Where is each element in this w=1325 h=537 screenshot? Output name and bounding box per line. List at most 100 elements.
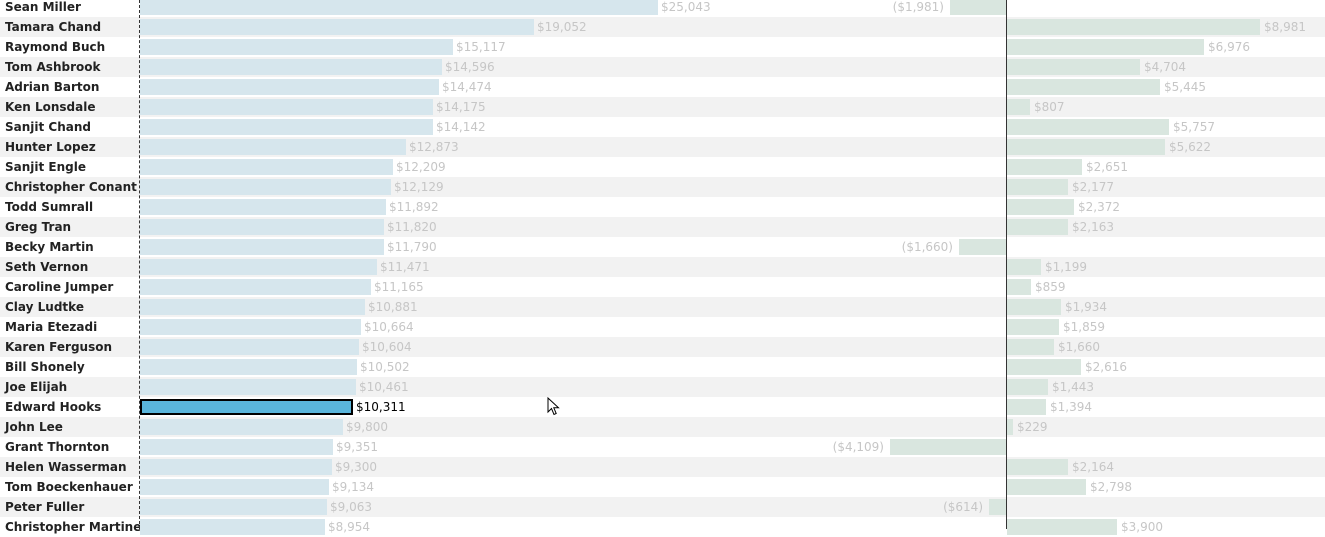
profit-bar[interactable] xyxy=(1007,339,1054,355)
profit-bar[interactable] xyxy=(1007,59,1140,75)
table-row[interactable]: Seth Vernon $11,471 $1,199 xyxy=(0,257,1325,277)
profit-value-label: ($4,109) xyxy=(832,440,884,454)
sales-bar[interactable] xyxy=(140,99,433,115)
table-row[interactable]: Clay Ludtke $10,881 $1,934 xyxy=(0,297,1325,317)
table-row[interactable]: Sean Miller $25,043 ($1,981) xyxy=(0,0,1325,17)
table-row[interactable]: Grant Thornton $9,351 ($4,109) xyxy=(0,437,1325,457)
sales-bar[interactable] xyxy=(140,139,406,155)
sales-bar[interactable] xyxy=(140,19,534,35)
table-row[interactable]: Helen Wasserman $9,300 $2,164 xyxy=(0,457,1325,477)
table-row[interactable]: Sanjit Engle $12,209 $2,651 xyxy=(0,157,1325,177)
sales-value-label: $9,300 xyxy=(335,460,377,474)
table-row[interactable]: Tamara Chand $19,052 $8,981 xyxy=(0,17,1325,37)
table-row[interactable]: Becky Martin $11,790 ($1,660) xyxy=(0,237,1325,257)
profit-bar[interactable] xyxy=(1007,319,1059,335)
profit-bar[interactable] xyxy=(1007,459,1068,475)
profit-bar[interactable] xyxy=(959,239,1006,255)
sales-zero-axis xyxy=(139,0,140,529)
customer-name-label: Helen Wasserman xyxy=(5,460,127,474)
sales-bar[interactable] xyxy=(140,219,384,235)
table-row[interactable]: Raymond Buch $15,117 $6,976 xyxy=(0,37,1325,57)
customer-name-label: Bill Shonely xyxy=(5,360,85,374)
customer-name-label: Joe Elijah xyxy=(5,380,68,394)
sales-bar[interactable] xyxy=(140,359,357,375)
profit-bar[interactable] xyxy=(1007,419,1013,435)
sales-bar[interactable] xyxy=(140,519,325,535)
profit-bar[interactable] xyxy=(1007,279,1031,295)
customer-name-label: Clay Ludtke xyxy=(5,300,84,314)
profit-bar[interactable] xyxy=(1007,399,1046,415)
profit-value-label: $2,177 xyxy=(1072,180,1114,194)
customer-name-label: Greg Tran xyxy=(5,220,72,234)
sales-bar[interactable] xyxy=(140,199,386,215)
table-row[interactable]: Tom Ashbrook $14,596 $4,704 xyxy=(0,57,1325,77)
profit-bar[interactable] xyxy=(1007,19,1260,35)
profit-bar[interactable] xyxy=(1007,99,1030,115)
profit-bar[interactable] xyxy=(1007,479,1086,495)
profit-bar[interactable] xyxy=(950,0,1006,15)
profit-bar[interactable] xyxy=(1007,299,1061,315)
table-row[interactable]: Christopher Martinez $8,954 $3,900 xyxy=(0,517,1325,537)
sales-bar[interactable] xyxy=(140,299,365,315)
profit-bar[interactable] xyxy=(1007,359,1081,375)
sales-bar[interactable] xyxy=(140,119,433,135)
table-row[interactable]: Caroline Jumper $11,165 $859 xyxy=(0,277,1325,297)
sales-value-label: $10,311 xyxy=(356,400,406,414)
profit-bar[interactable] xyxy=(1007,519,1117,535)
profit-bar[interactable] xyxy=(989,499,1006,515)
profit-value-label: $2,651 xyxy=(1086,160,1128,174)
profit-bar[interactable] xyxy=(1007,39,1204,55)
sales-bar[interactable] xyxy=(140,279,371,295)
profit-bar[interactable] xyxy=(1007,179,1068,195)
sales-bar[interactable] xyxy=(140,319,361,335)
customer-name-label: Raymond Buch xyxy=(5,40,106,54)
sales-bar[interactable] xyxy=(140,479,329,495)
sales-bar[interactable] xyxy=(140,179,391,195)
sales-bar[interactable] xyxy=(140,39,453,55)
table-row[interactable]: Hunter Lopez $12,873 $5,622 xyxy=(0,137,1325,157)
sales-bar[interactable] xyxy=(140,439,333,455)
sales-bar[interactable] xyxy=(140,79,439,95)
profit-bar[interactable] xyxy=(1007,159,1082,175)
sales-value-label: $10,881 xyxy=(368,300,418,314)
table-row[interactable]: Christopher Conant $12,129 $2,177 xyxy=(0,177,1325,197)
table-row[interactable]: Greg Tran $11,820 $2,163 xyxy=(0,217,1325,237)
table-row[interactable]: Maria Etezadi $10,664 $1,859 xyxy=(0,317,1325,337)
profit-bar[interactable] xyxy=(1007,139,1165,155)
sales-bar[interactable] xyxy=(140,259,377,275)
profit-value-label: $1,859 xyxy=(1063,320,1105,334)
profit-value-label: $5,622 xyxy=(1169,140,1211,154)
sales-bar[interactable] xyxy=(140,339,359,355)
table-row[interactable]: Sanjit Chand $14,142 $5,757 xyxy=(0,117,1325,137)
profit-bar[interactable] xyxy=(1007,199,1074,215)
sales-bar[interactable] xyxy=(140,159,393,175)
table-row[interactable]: Joe Elijah $10,461 $1,443 xyxy=(0,377,1325,397)
sales-bar[interactable] xyxy=(140,419,343,435)
table-row[interactable]: John Lee $9,800 $229 xyxy=(0,417,1325,437)
sales-bar[interactable] xyxy=(140,379,356,395)
sales-bar[interactable] xyxy=(140,0,658,15)
table-row[interactable]: Bill Shonely $10,502 $2,616 xyxy=(0,357,1325,377)
table-row[interactable]: Tom Boeckenhauer $9,134 $2,798 xyxy=(0,477,1325,497)
profit-bar[interactable] xyxy=(1007,79,1160,95)
profit-value-label: $2,372 xyxy=(1078,200,1120,214)
profit-bar[interactable] xyxy=(1007,219,1068,235)
sales-bar[interactable] xyxy=(140,239,384,255)
table-row[interactable]: Karen Ferguson $10,604 $1,660 xyxy=(0,337,1325,357)
table-row[interactable]: Ken Lonsdale $14,175 $807 xyxy=(0,97,1325,117)
sales-bar[interactable] xyxy=(140,59,442,75)
profit-bar[interactable] xyxy=(1007,379,1048,395)
sales-bar[interactable] xyxy=(140,459,332,475)
profit-bar[interactable] xyxy=(1007,259,1041,275)
sales-bar[interactable] xyxy=(140,499,327,515)
table-row[interactable]: Peter Fuller $9,063 ($614) xyxy=(0,497,1325,517)
table-row[interactable]: Edward Hooks $10,311 $1,394 xyxy=(0,397,1325,417)
profit-value-label: $4,704 xyxy=(1144,60,1186,74)
sales-value-label: $9,134 xyxy=(332,480,374,494)
table-row[interactable]: Todd Sumrall $11,892 $2,372 xyxy=(0,197,1325,217)
table-row[interactable]: Adrian Barton $14,474 $5,445 xyxy=(0,77,1325,97)
profit-bar[interactable] xyxy=(890,439,1006,455)
profit-bar[interactable] xyxy=(1007,119,1169,135)
sales-bar[interactable] xyxy=(140,399,353,415)
